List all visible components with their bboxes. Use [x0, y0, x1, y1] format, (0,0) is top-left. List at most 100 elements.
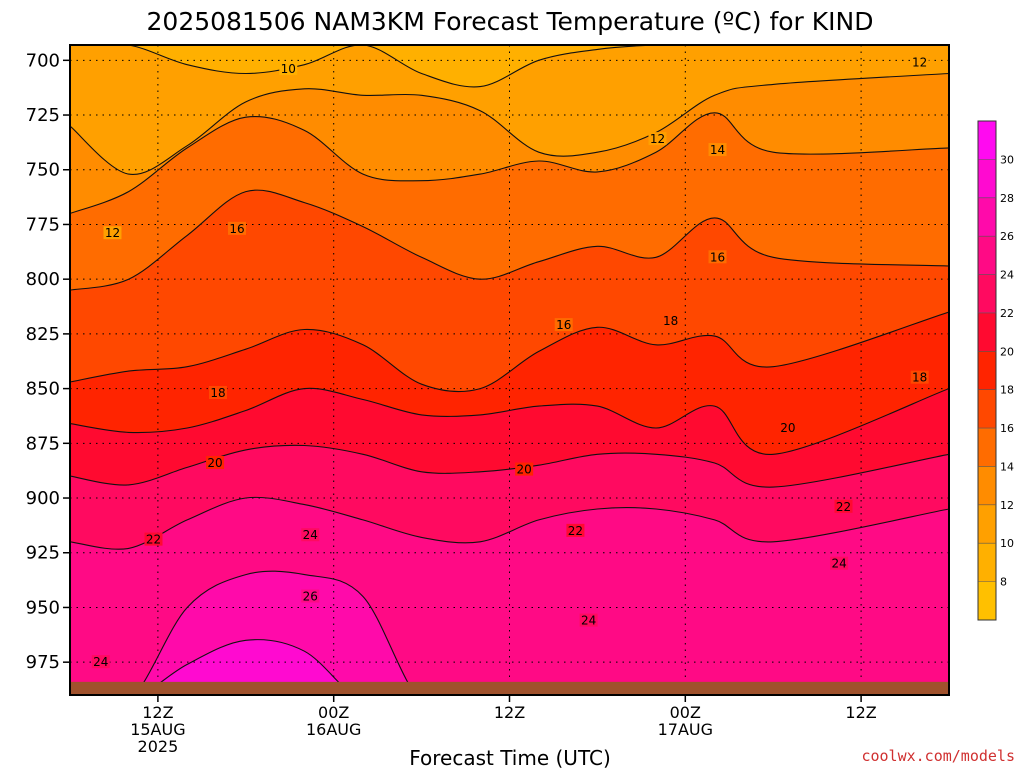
contour-label-bg: [910, 55, 929, 69]
contour-label-bg: [778, 420, 797, 434]
colorbar-tick-label: 28: [1000, 192, 1014, 205]
contour-label-bg: [301, 589, 320, 603]
contour-label-bg: [206, 456, 225, 470]
contour-label-bg: [103, 226, 122, 240]
y-tick-label: 950: [26, 597, 60, 618]
contour-label: 24: [303, 528, 318, 542]
contour-label: 10: [281, 62, 296, 76]
x-tick-label: 15AUG: [130, 720, 185, 739]
colorbar-band: [978, 159, 996, 198]
y-tick-label: 875: [26, 433, 60, 454]
contour-18: [70, 311, 949, 393]
contour-label: 16: [556, 318, 571, 332]
contour-lines: [70, 45, 949, 695]
colorbar-band: [978, 504, 996, 544]
y-axis-ticks: 700 725 750 775 800 825 850 875 900 925 950 975: [26, 50, 70, 673]
x-tick-label: 00Z: [318, 703, 349, 722]
colorbar-band: [978, 543, 996, 582]
x-tick-label: 17AUG: [658, 720, 713, 739]
chart-title: 2025081506 NAM3KM Forecast Temperature (…: [147, 7, 874, 36]
contour-label: 24: [93, 655, 108, 669]
contour-label: 20: [517, 463, 532, 477]
colorbar-band: [978, 121, 996, 160]
grid-lines: [70, 45, 949, 695]
y-tick-label: 975: [26, 652, 60, 673]
x-tick-label: 12Z: [494, 703, 525, 722]
x-axis-label: Forecast Time (UTC): [409, 746, 611, 768]
contour-20: [70, 387, 949, 455]
contour-label-bg: [648, 132, 667, 146]
y-tick-label: 925: [26, 543, 60, 564]
colorbar-frame: [977, 120, 997, 621]
contour-22: [70, 444, 949, 488]
x-tick-label: 2025: [138, 737, 179, 756]
contour-label: 22: [568, 524, 583, 538]
terrain-fill: [70, 681, 949, 695]
x-tick-label: 12Z: [142, 703, 173, 722]
contour-label-bg: [834, 499, 853, 513]
colorbar-tick-label: 26: [1000, 230, 1014, 243]
colorbar-tick-label: 8: [1000, 576, 1007, 589]
contour-label-bg: [515, 462, 534, 476]
colorbar-tick-label: 10: [1000, 537, 1014, 550]
contour-label-bg: [708, 250, 727, 264]
colorbar-band: [978, 466, 996, 505]
contour-label-bg: [566, 523, 585, 537]
contour-24: [70, 496, 949, 550]
y-tick-label: 800: [26, 269, 60, 290]
contour-label: 22: [146, 533, 161, 547]
contour-label: 24: [581, 614, 596, 628]
contour-28: [141, 639, 354, 695]
contour-14: [70, 112, 949, 215]
contour-label-bg: [91, 655, 110, 669]
y-tick-label: 900: [26, 488, 60, 509]
contour-label-bg: [208, 385, 227, 399]
colorbar-tick-label: 22: [1000, 307, 1014, 320]
contour-label: 18: [210, 386, 225, 400]
contour-label-bg: [830, 556, 849, 570]
contour-12: [70, 72, 949, 175]
colorbar-tick-label: 30: [1000, 153, 1014, 166]
colorbar-band: [978, 581, 996, 620]
contour-label-bg: [708, 143, 727, 157]
contour-label: 24: [831, 557, 846, 571]
contour-label: 12: [912, 56, 927, 70]
contour-label: 16: [710, 250, 725, 264]
colorbar-band: [978, 428, 996, 467]
colorbar: 8 10 12 14 16 18 20 22 24 26 28 30: [977, 120, 1014, 621]
colorbar-band: [978, 197, 996, 237]
contour-label-bg: [910, 370, 929, 384]
colorbar-tick-label: 18: [1000, 384, 1014, 397]
colorbar-band: [978, 389, 996, 429]
colorbar-band: [978, 236, 996, 275]
x-tick-label: 16AUG: [306, 720, 361, 739]
plot-area: [70, 45, 949, 695]
contour-label: 20: [780, 421, 795, 435]
contour-label-bg: [279, 62, 298, 76]
contour-label-bg: [579, 613, 598, 627]
contour-label-bg: [554, 318, 573, 332]
contour-label: 16: [229, 222, 244, 236]
contour-label-bg: [228, 221, 247, 235]
colorbar-band: [978, 351, 996, 390]
contour-label: 20: [207, 456, 222, 470]
colorbar-band: [978, 312, 996, 352]
contour-label-bg: [144, 532, 163, 546]
credit-text[interactable]: coolwx.com/models: [861, 747, 1015, 765]
contour-label: 18: [912, 371, 927, 385]
colorbar-tick-label: 16: [1000, 422, 1014, 435]
contour-label-bg: [301, 528, 320, 542]
contour-10: [70, 45, 949, 88]
contour-label: 12: [650, 132, 665, 146]
colorbar-tick-label: 14: [1000, 460, 1014, 473]
y-tick-label: 725: [26, 105, 60, 126]
colorbar-tick-label: 12: [1000, 499, 1014, 512]
colorbar-tick-label: 20: [1000, 345, 1014, 358]
x-tick-label: 12Z: [845, 703, 876, 722]
x-tick-label: 00Z: [670, 703, 701, 722]
terrain-layer: [70, 681, 949, 695]
contour-label-bg: [661, 313, 680, 327]
y-tick-label: 700: [26, 50, 60, 71]
